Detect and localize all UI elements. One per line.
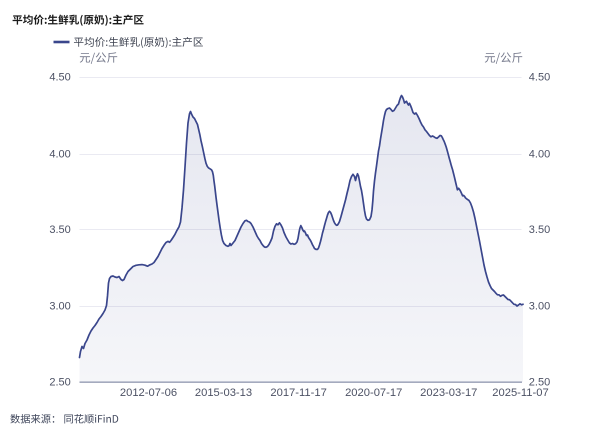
svg-text:2025-11-07: 2025-11-07 — [492, 387, 548, 399]
svg-text:2023-03-17: 2023-03-17 — [420, 387, 477, 399]
svg-text:4.00: 4.00 — [49, 149, 70, 161]
svg-text:2015-03-13: 2015-03-13 — [195, 387, 252, 399]
svg-text:2020-07-17: 2020-07-17 — [345, 387, 402, 399]
svg-text:2.50: 2.50 — [529, 377, 550, 389]
svg-text:3.00: 3.00 — [529, 301, 550, 313]
svg-text:2017-11-17: 2017-11-17 — [270, 387, 326, 399]
svg-text:2012-07-06: 2012-07-06 — [120, 387, 177, 399]
svg-text:3.00: 3.00 — [49, 301, 70, 313]
svg-text:4.50: 4.50 — [529, 72, 550, 84]
svg-text:4.00: 4.00 — [529, 149, 550, 161]
svg-text:4.50: 4.50 — [49, 72, 70, 84]
svg-text:3.50: 3.50 — [49, 224, 70, 236]
svg-text:2.50: 2.50 — [49, 377, 70, 389]
svg-text:3.50: 3.50 — [529, 224, 550, 236]
